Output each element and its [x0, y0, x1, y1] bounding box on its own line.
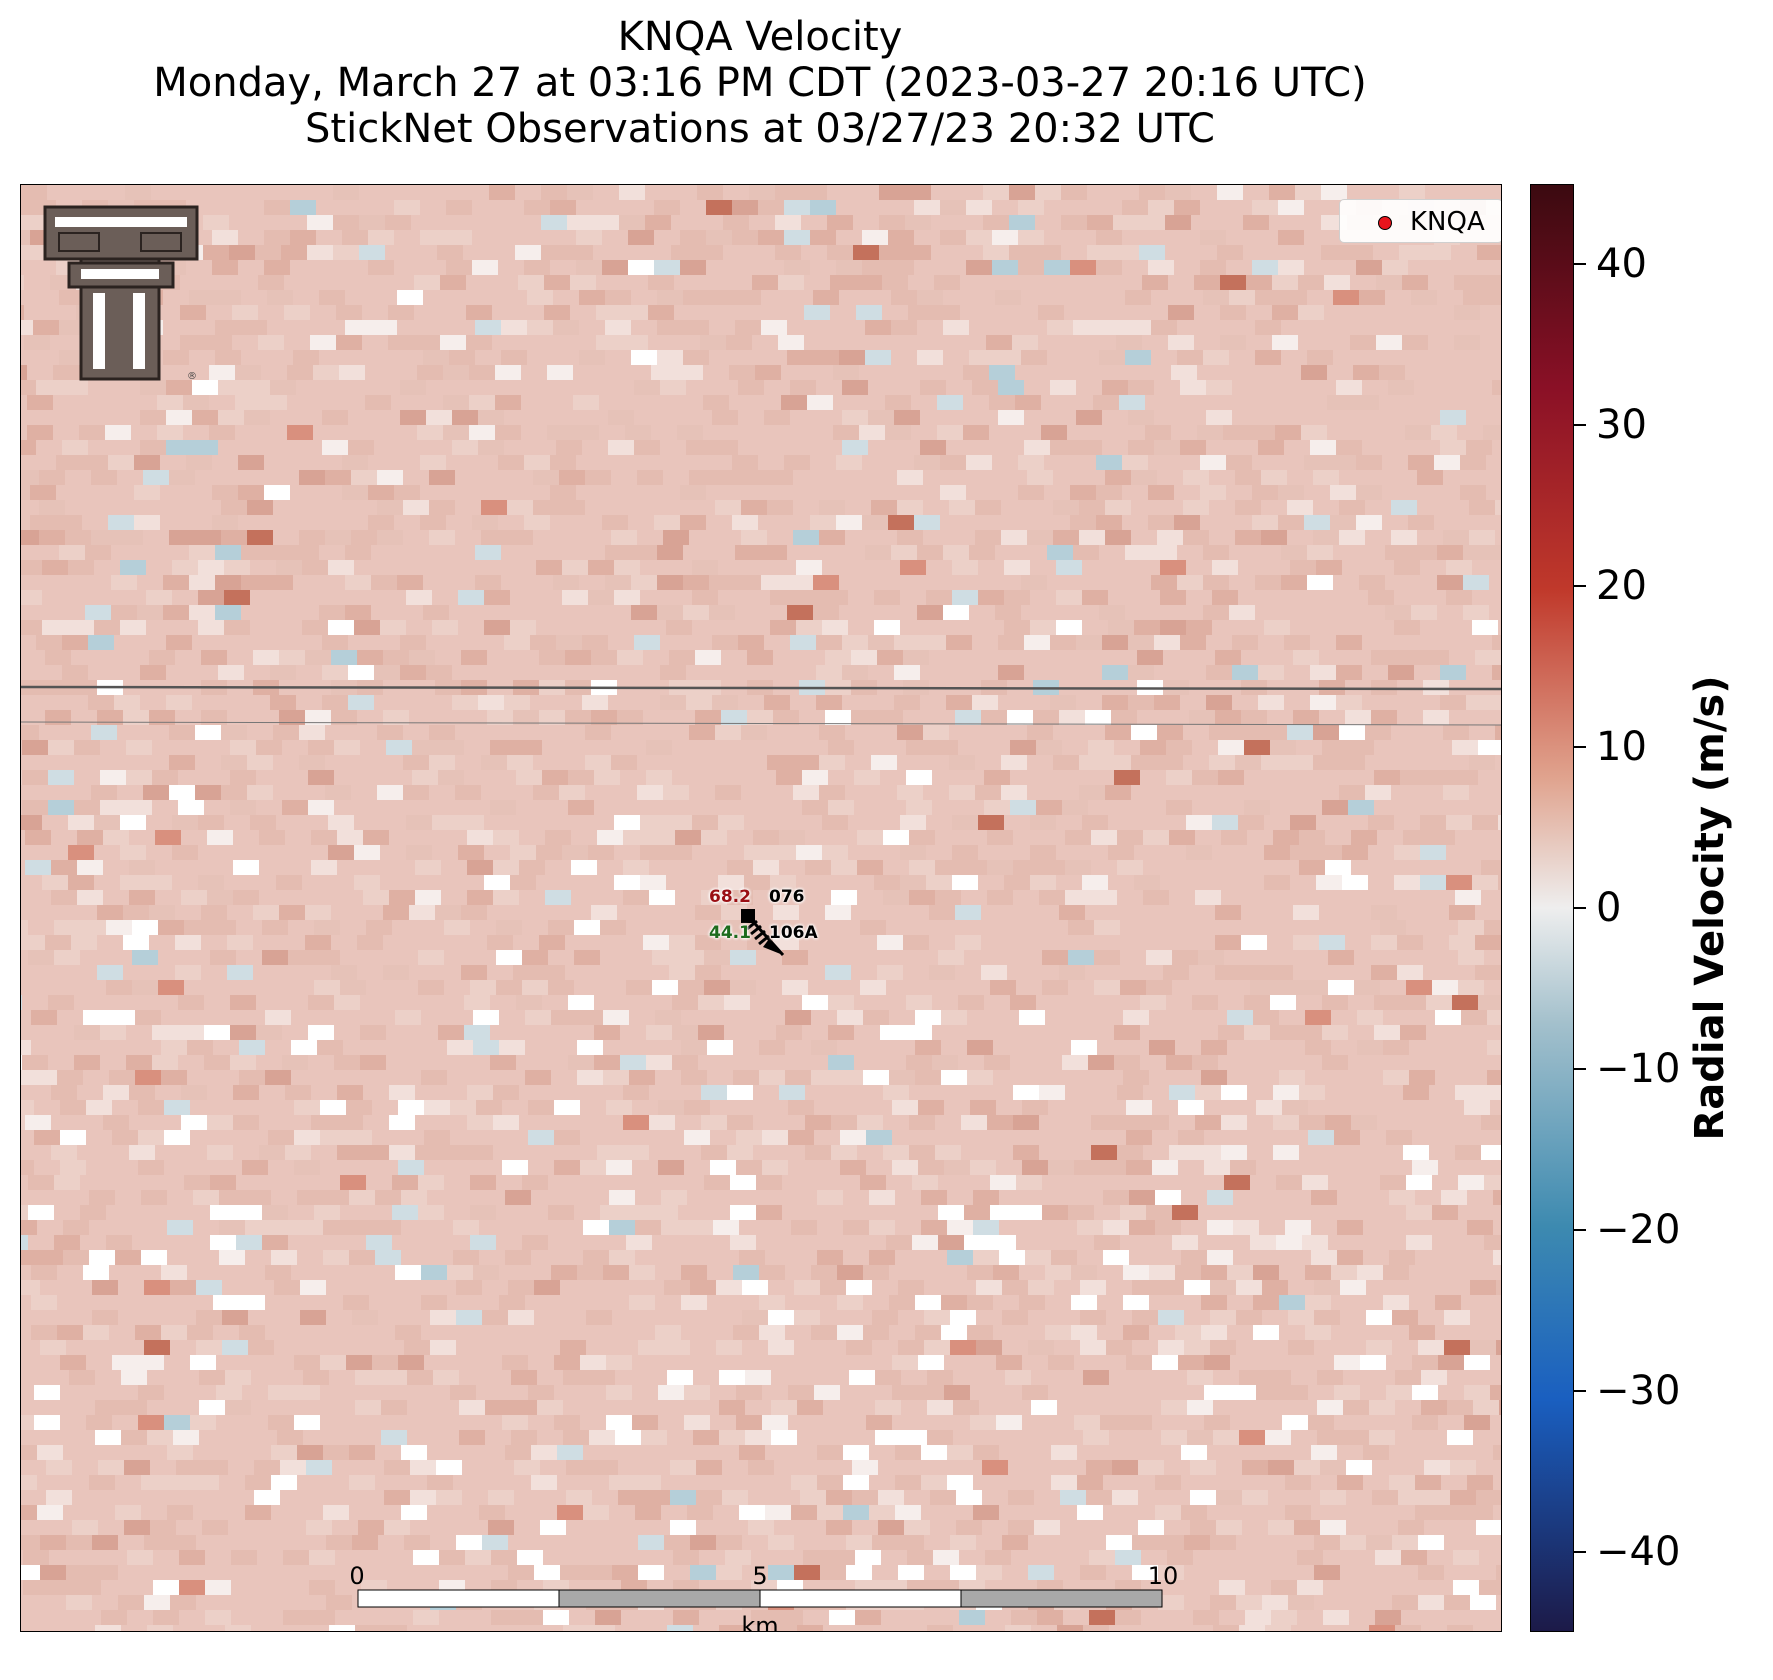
colorbar-tick-label: 40 [1596, 241, 1647, 288]
map-title: KNQA Velocity [617, 14, 903, 60]
scale-bar-segments [357, 1589, 1163, 1608]
colorbar-tick-mark [1574, 907, 1586, 909]
colorbar-tick-mark [1574, 1389, 1586, 1392]
colorbar-tick-mark [1574, 1067, 1586, 1070]
colorbar-tick-label: 20 [1596, 563, 1647, 610]
map-legend: KNQA [1339, 199, 1501, 243]
map-subtitle-time: Monday, March 27 at 03:16 PM CDT (2023-0… [153, 60, 1367, 106]
station-marker-icon[interactable] [739, 907, 809, 977]
colorbar-tick-mark [1574, 746, 1586, 749]
colorbar-tick-mark [1574, 263, 1586, 266]
station-temperature: 68.2 [709, 887, 751, 907]
texas-tech-logo: ® [43, 205, 199, 382]
station-id-secondary: 106A [769, 923, 818, 943]
colorbar-tick-label: 30 [1596, 402, 1647, 449]
colorbar-tick-mark [1574, 424, 1586, 427]
radar-map[interactable]: ® KNQA 68.2 076 44.1 106A 0 5 10 km [20, 184, 1502, 1632]
colorbar-title: Radial Velocity (m/s) [1687, 675, 1733, 1141]
colorbar-tick-label: 10 [1596, 724, 1647, 771]
colorbar-tick-label: −10 [1596, 1045, 1681, 1092]
colorbar-tick-mark [1574, 585, 1586, 588]
highway-line [21, 685, 1501, 691]
colorbar-tick-label: 0 [1596, 885, 1622, 931]
scale-bar: 0 5 10 km [349, 1562, 1197, 1631]
colorbar-tick-mark [1574, 1228, 1586, 1231]
map-subtitle-obs: StickNet Observations at 03/27/23 20:32 … [305, 106, 1215, 152]
scale-tick-10: 10 [1147, 1562, 1179, 1590]
colorbar-tick-label: −30 [1596, 1367, 1681, 1414]
colorbar-tick-label: −40 [1596, 1528, 1681, 1575]
station-id: 076 [769, 887, 805, 907]
scale-unit: km [741, 1612, 779, 1632]
legend-label-radar: KNQA [1410, 207, 1485, 237]
colorbar-tick-label: −20 [1596, 1206, 1681, 1253]
scale-tick-5: 5 [752, 1562, 768, 1590]
scale-tick-0: 0 [349, 1562, 365, 1590]
colorbar [1530, 184, 1574, 1632]
road-line [21, 721, 1501, 726]
radar-site-marker-icon [1378, 216, 1392, 230]
title-block: KNQA Velocity Monday, March 27 at 03:16 … [20, 14, 1500, 152]
colorbar-tick-mark [1574, 1550, 1586, 1553]
station-dewpoint: 44.1 [709, 923, 751, 943]
